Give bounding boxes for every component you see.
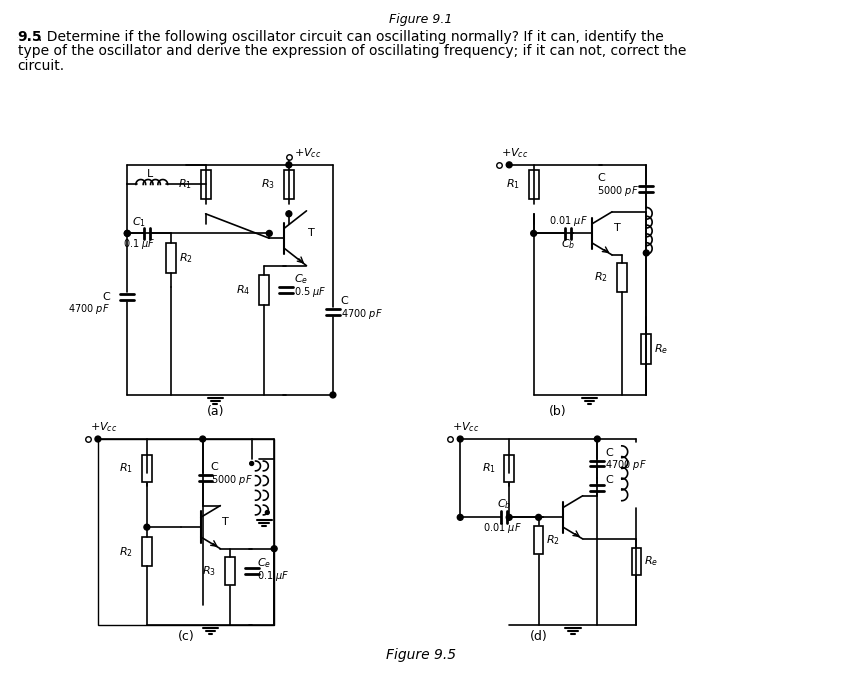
Text: $R_1$: $R_1$	[178, 178, 192, 191]
Text: C: C	[598, 173, 605, 184]
Bar	[504, 455, 514, 482]
Text: (a): (a)	[206, 404, 224, 417]
Circle shape	[286, 211, 292, 217]
Text: $0.1\ \mu F$: $0.1\ \mu F$	[123, 237, 156, 251]
Bar	[142, 455, 151, 482]
Text: $5000\ pF$: $5000\ pF$	[211, 473, 253, 487]
Text: Figure 9.5: Figure 9.5	[386, 648, 456, 662]
Text: $0.01\ \mu F$: $0.01\ \mu F$	[482, 521, 521, 535]
Text: circuit.: circuit.	[17, 59, 64, 73]
Text: $+V_{cc}$: $+V_{cc}$	[501, 146, 529, 160]
Circle shape	[125, 230, 130, 236]
Bar	[631, 548, 642, 575]
Text: $R_1$: $R_1$	[506, 178, 520, 191]
Circle shape	[266, 511, 269, 514]
Text: T: T	[614, 223, 621, 234]
Text: $5000\ pF$: $5000\ pF$	[598, 184, 639, 198]
Circle shape	[271, 546, 277, 551]
Text: $R_1$: $R_1$	[120, 462, 133, 475]
Text: $0.5\ \mu F$: $0.5\ \mu F$	[294, 285, 326, 299]
Text: $4700\ pF$: $4700\ pF$	[605, 458, 647, 473]
Text: $R_2$: $R_2$	[120, 545, 133, 558]
Circle shape	[125, 230, 130, 236]
Text: (c): (c)	[178, 630, 194, 643]
Text: C: C	[605, 475, 613, 485]
Bar	[225, 558, 235, 585]
Bar	[142, 537, 151, 567]
Text: C: C	[341, 296, 348, 306]
Text: $R_e$: $R_e$	[654, 342, 668, 356]
Circle shape	[458, 436, 464, 442]
Text: C: C	[102, 292, 110, 302]
Text: $C_1$: $C_1$	[132, 216, 146, 229]
Circle shape	[507, 162, 512, 168]
Text: $0.01\ \mu F$: $0.01\ \mu F$	[549, 214, 587, 227]
Circle shape	[249, 462, 254, 466]
Text: $C_b$: $C_b$	[497, 498, 512, 511]
Text: T: T	[222, 517, 229, 527]
Text: T: T	[309, 228, 316, 238]
Text: . Determine if the following oscillator circuit can oscillating normally? If it : . Determine if the following oscillator …	[38, 30, 664, 44]
Circle shape	[458, 514, 464, 520]
Text: $C_b$: $C_b$	[561, 237, 575, 251]
Bar	[617, 263, 627, 292]
Text: (b): (b)	[550, 404, 567, 417]
Text: C: C	[605, 448, 613, 457]
Text: $4700\ pF$: $4700\ pF$	[68, 302, 110, 316]
Circle shape	[643, 250, 649, 256]
Text: $+V_{cc}$: $+V_{cc}$	[294, 146, 321, 160]
Text: $R_3$: $R_3$	[261, 178, 275, 191]
Text: $+V_{cc}$: $+V_{cc}$	[452, 420, 480, 434]
Text: $+V_{cc}$: $+V_{cc}$	[90, 420, 118, 434]
Text: Figure 9.1: Figure 9.1	[390, 13, 452, 26]
Bar	[642, 334, 651, 363]
Circle shape	[330, 392, 336, 398]
Text: $R_3$: $R_3$	[202, 565, 217, 578]
Circle shape	[144, 524, 150, 530]
Text: 9.5: 9.5	[17, 30, 42, 44]
Text: C: C	[211, 462, 218, 473]
Text: L: L	[147, 169, 153, 178]
Bar	[534, 526, 544, 553]
Circle shape	[594, 436, 600, 442]
Text: $R_e$: $R_e$	[644, 554, 659, 568]
Text: $R_4$: $R_4$	[237, 283, 250, 297]
Text: $R_1$: $R_1$	[482, 462, 495, 475]
Bar	[529, 170, 538, 199]
Circle shape	[536, 514, 542, 520]
Text: $R_2$: $R_2$	[179, 251, 193, 265]
Text: $R_2$: $R_2$	[546, 533, 560, 547]
Circle shape	[286, 162, 292, 168]
Bar	[284, 170, 294, 199]
Bar	[167, 243, 176, 272]
Circle shape	[95, 436, 101, 442]
Bar	[200, 170, 211, 199]
Bar	[98, 439, 274, 625]
Text: $R_2$: $R_2$	[594, 271, 608, 284]
Text: $C_e$: $C_e$	[294, 272, 308, 286]
Text: $C_e$: $C_e$	[256, 556, 271, 570]
Text: (d): (d)	[530, 630, 548, 643]
Text: $0.1\ \mu F$: $0.1\ \mu F$	[256, 569, 289, 583]
Circle shape	[531, 230, 537, 236]
Bar	[260, 276, 269, 305]
Text: $4700\ pF$: $4700\ pF$	[341, 307, 383, 321]
Text: type of the oscillator and derive the expression of oscillating frequency; if it: type of the oscillator and derive the ex…	[17, 44, 686, 59]
Circle shape	[267, 230, 273, 236]
Circle shape	[507, 514, 512, 520]
Circle shape	[200, 436, 206, 442]
